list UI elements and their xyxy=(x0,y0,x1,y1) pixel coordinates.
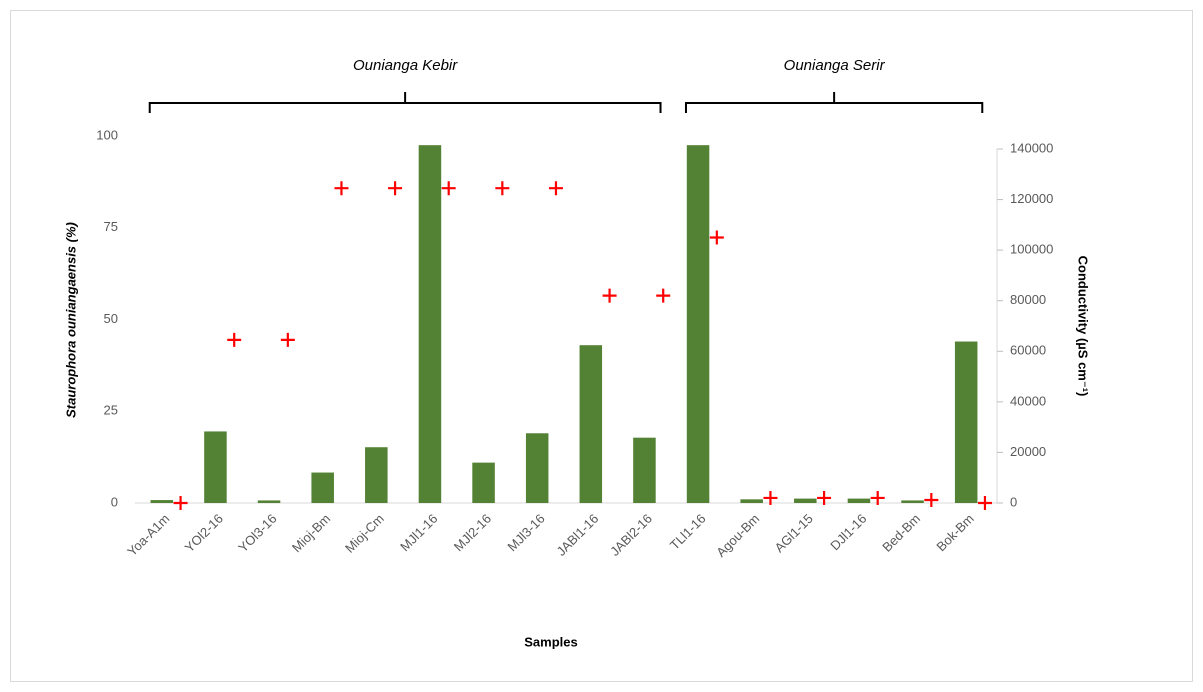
bar xyxy=(525,433,549,503)
cross-marker xyxy=(602,288,617,303)
cross-marker xyxy=(709,230,724,245)
bar xyxy=(204,431,227,503)
cross-marker xyxy=(227,332,242,347)
y2-tick-label: 60000 xyxy=(1010,343,1046,358)
bar xyxy=(686,145,710,504)
x-axis-title: Samples xyxy=(524,634,577,649)
y2-tick-label: 100000 xyxy=(1010,242,1053,257)
y2-tick-label: 40000 xyxy=(1010,393,1046,408)
y2-tick-label: 120000 xyxy=(1010,191,1053,206)
y2-tick-label: 20000 xyxy=(1010,444,1046,459)
bar xyxy=(472,462,495,503)
cross-marker xyxy=(173,496,188,510)
cross-marker xyxy=(334,181,349,196)
cross-marker xyxy=(977,496,992,510)
group-bracket xyxy=(684,92,984,113)
y-tick-label: 100 xyxy=(96,127,118,142)
cross-marker xyxy=(817,490,832,505)
bar xyxy=(311,472,334,503)
y2-tick-label: 140000 xyxy=(1010,140,1053,155)
group-label: Ounianga Kebir xyxy=(353,57,458,74)
bar xyxy=(418,145,442,504)
y2-tick-label: 0 xyxy=(1010,494,1017,509)
bar xyxy=(740,499,763,503)
y2-axis-title: Conductivity (µS cm⁻¹) xyxy=(1076,256,1091,397)
cross-marker xyxy=(280,332,295,347)
cross-marker xyxy=(924,492,939,507)
cross-marker xyxy=(763,490,778,505)
bar xyxy=(150,500,174,503)
bar xyxy=(257,500,281,503)
y-axis-title: Staurophora ouniangaensis (%) xyxy=(63,222,78,418)
cross-marker xyxy=(441,181,456,196)
bar xyxy=(901,500,924,503)
y-tick-label: 25 xyxy=(104,403,118,418)
group-label: Ounianga Serir xyxy=(784,57,886,74)
cross-marker xyxy=(548,181,563,196)
bar xyxy=(794,498,817,503)
y-tick-label: 50 xyxy=(104,311,118,326)
bar xyxy=(847,498,871,503)
y-tick-label: 0 xyxy=(111,494,118,509)
group-bracket xyxy=(148,92,662,113)
cross-marker xyxy=(495,181,510,196)
cross-marker xyxy=(388,181,403,196)
bar xyxy=(579,345,603,503)
cross-marker xyxy=(870,490,885,505)
bar xyxy=(954,341,978,503)
y2-tick-label: 80000 xyxy=(1010,292,1046,307)
bar xyxy=(365,447,388,503)
cross-marker xyxy=(656,288,671,303)
y-tick-label: 75 xyxy=(104,219,118,234)
bar xyxy=(633,437,656,503)
